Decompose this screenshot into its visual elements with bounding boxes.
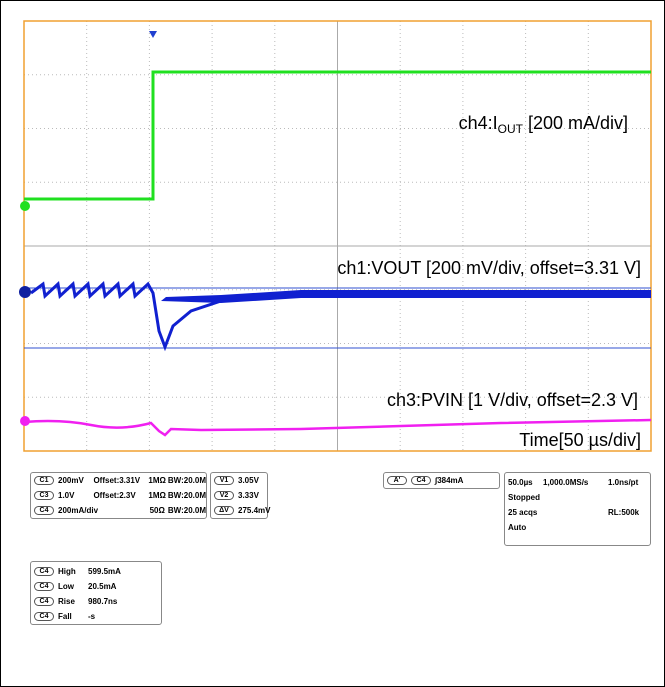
row: Stopped (505, 490, 650, 505)
field: BW:20.0M (167, 506, 206, 515)
channel-tag: C4 (34, 506, 54, 515)
channel-tag: V2 (214, 491, 234, 500)
trigger-marker (149, 31, 157, 38)
field: 599.5mA (88, 567, 121, 576)
row: ΔV 275.4mV (211, 503, 271, 518)
row: C4 Fall -s (31, 609, 161, 624)
field: 20.5mA (88, 582, 117, 591)
field: Offset:3.31V (93, 476, 141, 485)
row: C4 High 599.5mA (31, 564, 161, 579)
field: Rise (58, 597, 75, 606)
trigger-level: 384mA (437, 476, 464, 485)
row: C4 Low 20.5mA (31, 579, 161, 594)
ch4-label: ch4:IOUT [200 mA/div] (459, 113, 628, 136)
label-text: ch4:I (459, 113, 498, 133)
field: 200mV (58, 476, 84, 485)
ch4-marker (20, 201, 30, 211)
channel-panel: C1 200mV Offset:3.31V 1MΩ BW:20.0M C3 1.0V Offs… (30, 472, 207, 519)
channel-tag: ΔV (214, 506, 234, 515)
trigger-source: C4 (411, 476, 431, 485)
field: High (58, 567, 76, 576)
ch3-trace (23, 418, 652, 437)
row: C3 1.0V Offset:2.3V 1MΩ BW:20.0M (31, 488, 206, 503)
field: 25 acqs (508, 508, 538, 517)
channel-tag: C4 (34, 567, 54, 576)
row: C4 200mA/div 50Ω BW:20.0M (31, 503, 206, 518)
ch4-trace (24, 70, 651, 201)
row: 50.0µs 1,000.0MS/s 1.0ns/pt (505, 475, 650, 490)
field: 3.33V (238, 491, 259, 500)
field: -s (88, 612, 96, 621)
cursor-panel: V1 3.05V V2 3.33V ΔV 275.4mV (210, 472, 271, 519)
field: 50Ω (149, 506, 165, 515)
field: Offset:2.3V (93, 491, 136, 500)
label-sub: OUT (498, 122, 524, 136)
channel-tag: C4 (34, 597, 54, 606)
row: C4 Rise 980.7ns (31, 594, 161, 609)
channel-tag: V1 (214, 476, 234, 485)
ch1-trace (30, 281, 651, 352)
channel-tag: C3 (34, 491, 54, 500)
field: RL:500k (608, 508, 640, 517)
field: 1.0ns/pt (608, 478, 639, 487)
ch1-marker (19, 286, 31, 298)
channel-tag: C4 (34, 612, 54, 621)
trigger-panel: A' C4 ∫ 384mA (383, 472, 500, 489)
row: 25 acqs RL:500k (505, 505, 650, 520)
measure-panel: C4 High 599.5mA C4 Low 20.5mA C4 Rise 980.7ns C4 F… (30, 561, 162, 625)
row: C1 200mV Offset:3.31V 1MΩ BW:20.0M (31, 473, 206, 488)
ch3-label: ch3:PVIN [1 V/div, offset=2.3 V] (387, 390, 638, 410)
field: 1.0V (58, 491, 75, 500)
ch1-label: ch1:VOUT [200 mV/div, offset=3.31 V] (337, 258, 641, 278)
channel-tag: C4 (34, 582, 54, 591)
row: V2 3.33V (211, 488, 267, 503)
label-text: [200 mA/div] (523, 113, 628, 133)
ch3-marker (20, 416, 30, 426)
row: Auto (505, 520, 650, 535)
plot-border (23, 20, 652, 452)
field: 1,000.0MS/s (543, 478, 589, 487)
scope-screen: ch4:IOUT [200 mA/div] ch1:VOUT [200 mV/d… (19, 20, 652, 452)
ch1-band (161, 290, 651, 303)
field: Auto (508, 523, 527, 532)
channel-tag: C1 (34, 476, 54, 485)
field: 980.7ns (88, 597, 118, 606)
field: Low (58, 582, 74, 591)
field: 1MΩ (148, 491, 166, 500)
field: 275.4mV (238, 506, 271, 515)
timebase-panel: 50.0µs 1,000.0MS/s 1.0ns/pt Stopped 25 acqs R… (504, 472, 651, 546)
field: 50.0µs (508, 478, 533, 487)
field: 3.05V (238, 476, 259, 485)
time-label: Time[50 µs/div] (519, 430, 641, 450)
field: BW:20.0M (167, 476, 206, 485)
trigger-mode: A' (387, 476, 407, 485)
field: BW:20.0M (167, 491, 206, 500)
field: Fall (58, 612, 72, 621)
field: 1MΩ (148, 476, 166, 485)
field: Stopped (508, 493, 540, 502)
field: 200mA/div (58, 506, 99, 515)
row: V1 3.05V (211, 473, 267, 488)
